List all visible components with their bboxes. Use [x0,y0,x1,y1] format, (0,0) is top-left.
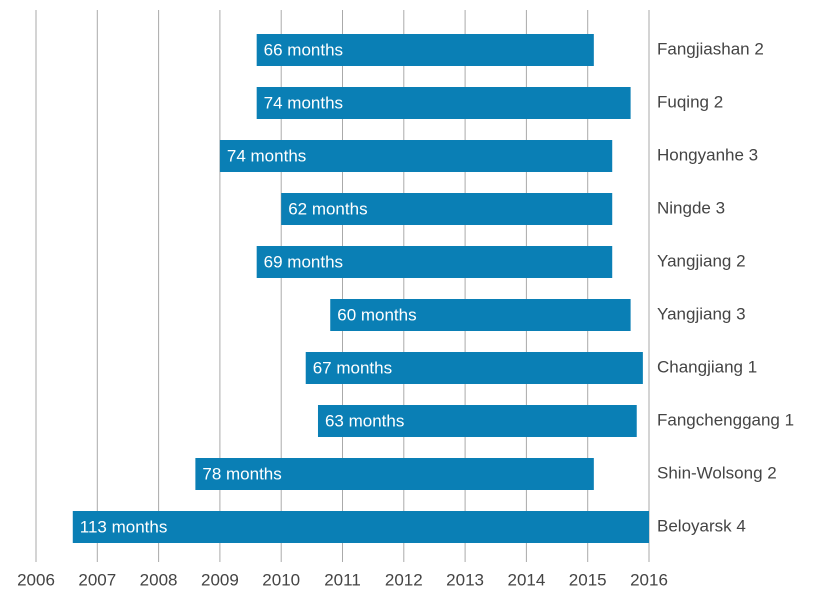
category-label: Ningde 3 [657,198,725,217]
category-label: Yangjiang 3 [657,304,746,323]
x-tick-label: 2013 [446,570,484,589]
bar-label: 74 months [264,93,343,112]
category-label: Beloyarsk 4 [657,516,746,535]
bar [305,352,643,384]
bar-label: 113 months [80,517,168,536]
bar [195,458,594,490]
x-tick-label: 2012 [385,570,423,589]
category-label: Changjiang 1 [657,357,757,376]
bar-label: 60 months [337,305,416,324]
category-label: Hongyanhe 3 [657,145,758,164]
bar [256,34,594,66]
x-tick-label: 2006 [17,570,55,589]
bar [219,140,613,172]
bar-label: 78 months [202,464,281,483]
bar [256,87,631,119]
bar-label: 69 months [264,252,343,271]
x-tick-label: 2008 [140,570,178,589]
x-tick-label: 2009 [201,570,239,589]
category-label: Fuqing 2 [657,92,723,111]
x-tick-label: 2010 [262,570,300,589]
bar-label: 66 months [264,40,343,59]
bar-label: 74 months [227,146,306,165]
x-tick-label: 2007 [78,570,116,589]
category-label: Fangchenggang 1 [657,410,794,429]
bar-label: 62 months [288,199,367,218]
category-label: Fangjiashan 2 [657,39,764,58]
category-label: Yangjiang 2 [657,251,746,270]
bar [72,511,649,543]
category-label: Shin-Wolsong 2 [657,463,777,482]
x-tick-label: 2011 [324,570,361,589]
bar [317,405,637,437]
x-tick-label: 2014 [507,570,545,589]
x-tick-label: 2016 [630,570,668,589]
x-tick-label: 2015 [569,570,607,589]
bar [256,246,613,278]
bar-label: 67 months [313,358,392,377]
bar [281,193,613,225]
bar [330,299,631,331]
bar-label: 63 months [325,411,404,430]
